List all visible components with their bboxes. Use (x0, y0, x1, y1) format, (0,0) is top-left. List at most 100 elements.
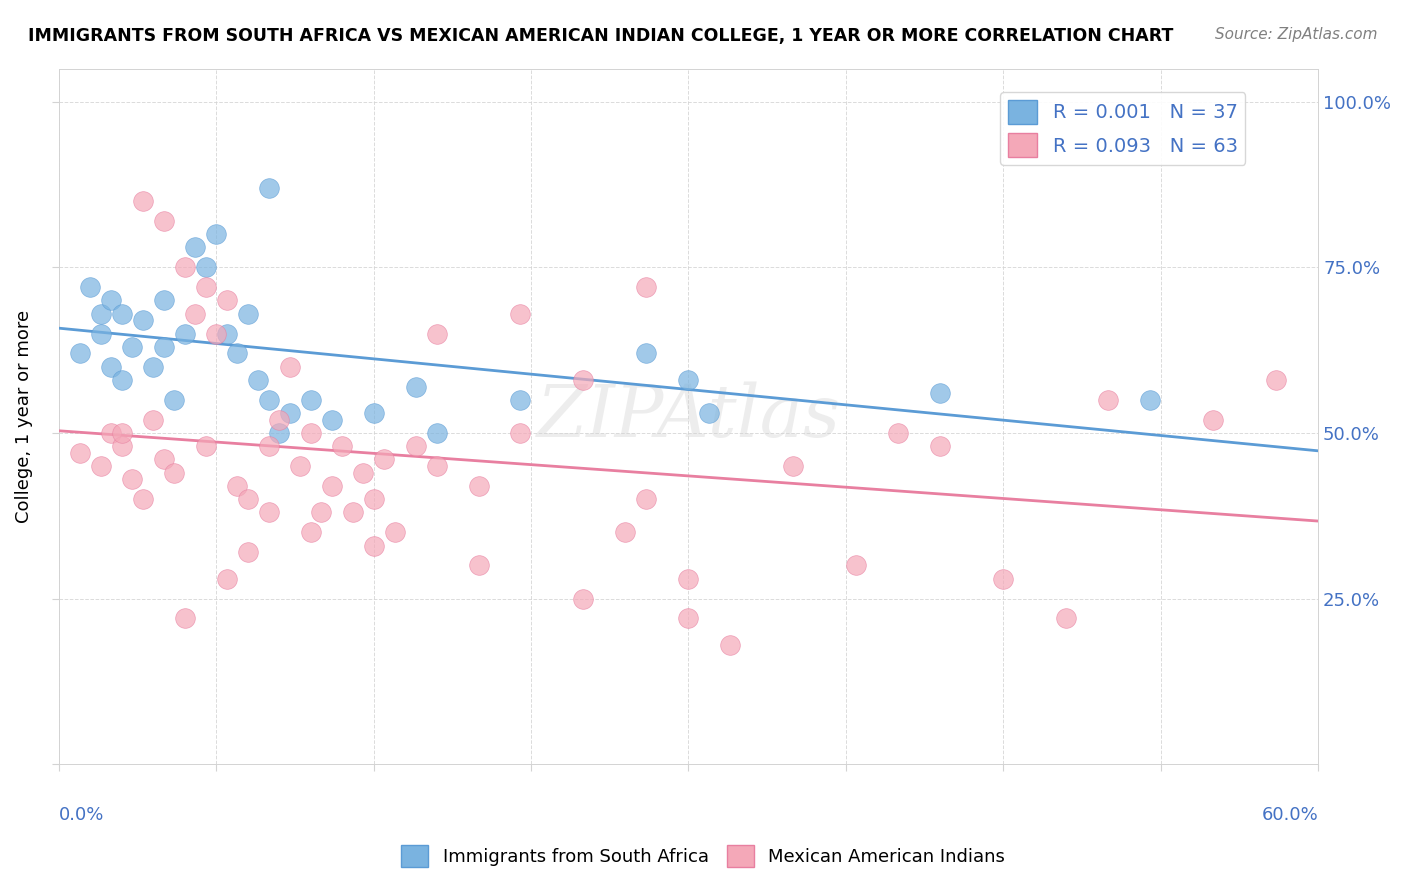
Point (121, 472, 143, 486)
Point (173, 326, 195, 341)
Point (142, 359, 165, 374)
Point (1054, 611, 1077, 625)
Point (509, 392, 531, 407)
Point (425, 326, 447, 341)
Point (100, 359, 122, 374)
Point (299, 392, 322, 407)
Point (226, 346, 249, 360)
Point (131, 313, 153, 327)
Point (194, 280, 217, 294)
Point (79, 280, 101, 294)
Point (184, 240, 207, 254)
Point (288, 459, 311, 474)
Point (509, 307, 531, 321)
Point (678, 572, 700, 586)
Text: ZIPAtlas: ZIPAtlas (537, 381, 841, 451)
Point (152, 452, 174, 467)
Point (131, 492, 153, 507)
Point (226, 479, 249, 493)
Point (405, 439, 427, 453)
Point (111, 425, 134, 440)
Point (363, 406, 385, 420)
Point (152, 214, 174, 228)
Point (173, 611, 195, 625)
Point (215, 293, 238, 308)
Point (405, 379, 427, 393)
Text: 0.0%: 0.0% (59, 806, 104, 824)
Y-axis label: College, 1 year or more: College, 1 year or more (15, 310, 32, 523)
Point (425, 425, 447, 440)
Point (236, 545, 259, 559)
Point (330, 439, 353, 453)
Point (929, 386, 952, 401)
Point (173, 260, 195, 275)
Point (636, 492, 658, 507)
Point (205, 326, 228, 341)
Point (194, 260, 217, 275)
Point (887, 425, 910, 440)
Point (69, 446, 91, 460)
Point (1097, 392, 1119, 407)
Point (572, 373, 595, 387)
Point (205, 227, 228, 242)
Point (215, 326, 238, 341)
Point (299, 425, 322, 440)
Point (163, 392, 186, 407)
Point (699, 406, 721, 420)
Text: IMMIGRANTS FROM SOUTH AFRICA VS MEXICAN AMERICAN INDIAN COLLEGE, 1 YEAR OR MORE : IMMIGRANTS FROM SOUTH AFRICA VS MEXICAN … (28, 27, 1174, 45)
Point (352, 466, 374, 480)
Point (100, 293, 122, 308)
Point (215, 572, 238, 586)
Point (121, 340, 143, 354)
Point (69, 346, 91, 360)
Point (509, 425, 531, 440)
Point (1265, 373, 1288, 387)
Point (342, 506, 364, 520)
Point (718, 638, 741, 652)
Point (163, 466, 186, 480)
Point (309, 506, 332, 520)
Point (257, 392, 280, 407)
Point (90, 307, 112, 321)
Point (236, 307, 259, 321)
Point (269, 413, 291, 427)
Point (111, 373, 134, 387)
Point (363, 492, 385, 507)
Point (278, 406, 301, 420)
Point (425, 459, 447, 474)
Point (152, 340, 174, 354)
Point (321, 413, 343, 427)
Point (321, 479, 343, 493)
Point (636, 346, 658, 360)
Point (152, 293, 174, 308)
Point (257, 181, 280, 195)
Point (111, 439, 134, 453)
Point (90, 326, 112, 341)
Point (782, 459, 804, 474)
Point (845, 558, 868, 573)
Point (257, 439, 280, 453)
Legend: Immigrants from South Africa, Mexican American Indians: Immigrants from South Africa, Mexican Am… (394, 838, 1012, 874)
Point (269, 425, 291, 440)
Point (467, 479, 489, 493)
Point (929, 439, 952, 453)
Point (572, 591, 595, 606)
Point (111, 307, 134, 321)
Point (1139, 392, 1161, 407)
Point (678, 373, 700, 387)
Point (90, 459, 112, 474)
Point (636, 280, 658, 294)
Point (184, 307, 207, 321)
Point (614, 525, 637, 540)
Point (236, 492, 259, 507)
Point (1202, 413, 1225, 427)
Point (100, 425, 122, 440)
Point (142, 413, 165, 427)
Point (363, 539, 385, 553)
Text: 60.0%: 60.0% (1261, 806, 1319, 824)
Point (993, 572, 1015, 586)
Point (257, 506, 280, 520)
Text: Source: ZipAtlas.com: Source: ZipAtlas.com (1215, 27, 1378, 42)
Point (678, 611, 700, 625)
Point (131, 194, 153, 208)
